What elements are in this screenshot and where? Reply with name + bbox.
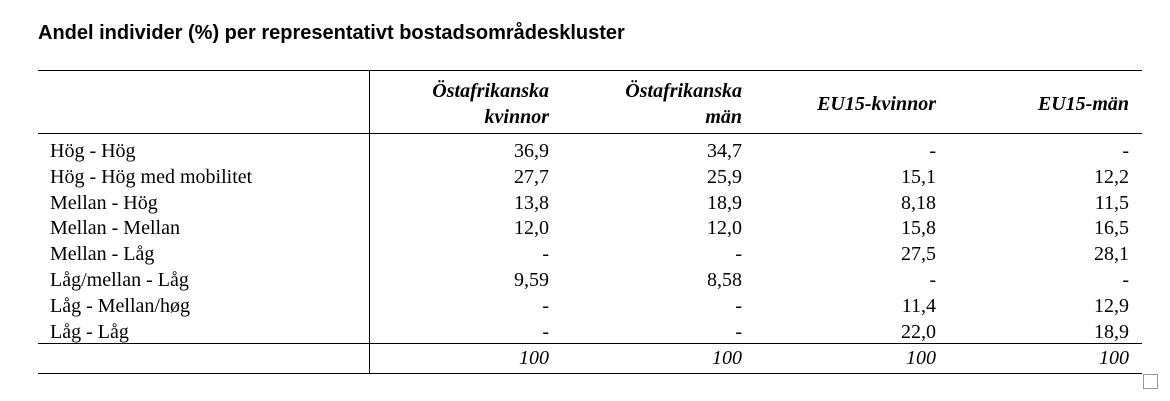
row-label: Hög - Hög med mobilitet [50,165,253,188]
total-cell: 100 [1099,347,1129,369]
cell: 25,9 [707,165,742,188]
cell: 18,9 [707,191,742,214]
column-rule [369,70,370,373]
cell: 12,9 [1094,294,1129,317]
column-header: Östafrikanska [625,80,742,102]
cell: - [929,269,936,291]
title: Andel individer (%) per representativt b… [38,22,625,44]
rule [38,70,1142,71]
cell: - [929,140,936,162]
rule [38,133,1142,134]
cell: - [542,243,549,266]
cell: 12,2 [1094,165,1129,188]
row-label: Låg - Låg [50,320,129,343]
cell: 15,8 [901,217,936,240]
cell: 12,0 [514,217,549,240]
cell: 13,8 [514,191,549,214]
row-label: Mellan - Låg [50,243,155,266]
cell: - [1122,269,1129,291]
resize-handle [1143,374,1158,389]
cell: - [542,320,549,343]
cell: - [542,294,549,317]
cell: 8,58 [707,269,742,291]
cell: - [1122,140,1129,162]
cell: 27,5 [901,243,936,266]
rule [38,373,1142,374]
cell: 11,4 [901,294,936,317]
column-header: EU15-män [1037,93,1129,115]
cell: 18,9 [1094,320,1129,343]
column-header: män [705,106,742,128]
cell: - [735,320,742,343]
cell: 11,5 [1094,191,1129,214]
row-label: Låg - Mellan/høg [50,294,190,317]
cell: - [735,243,742,266]
row-label: Hög - Hög [50,140,136,162]
rule [38,343,1142,344]
cell: 27,7 [514,165,549,188]
row-label: Mellan - Mellan [50,217,180,240]
cell: 34,7 [707,140,742,162]
column-header: kvinnor [484,106,549,128]
total-cell: 100 [519,347,549,369]
cell: 12,0 [707,217,742,240]
column-header: EU15-kvinnor [817,93,936,115]
cell: 28,1 [1094,243,1129,266]
row-label: Mellan - Hög [50,191,158,214]
cell: - [735,294,742,317]
cell: 36,9 [514,140,549,162]
cell: 22,0 [901,320,936,343]
cell: 15,1 [901,165,936,188]
cell: 8,18 [901,191,936,214]
cell: 9,59 [514,269,549,291]
total-cell: 100 [906,347,936,369]
row-label: Låg/mellan - Låg [50,269,189,291]
total-cell: 100 [712,347,742,369]
cell: 16,5 [1094,217,1129,240]
column-header: Östafrikanska [432,80,549,102]
